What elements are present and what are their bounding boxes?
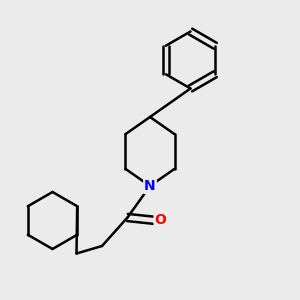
- Text: O: O: [154, 214, 166, 227]
- Text: N: N: [144, 179, 156, 193]
